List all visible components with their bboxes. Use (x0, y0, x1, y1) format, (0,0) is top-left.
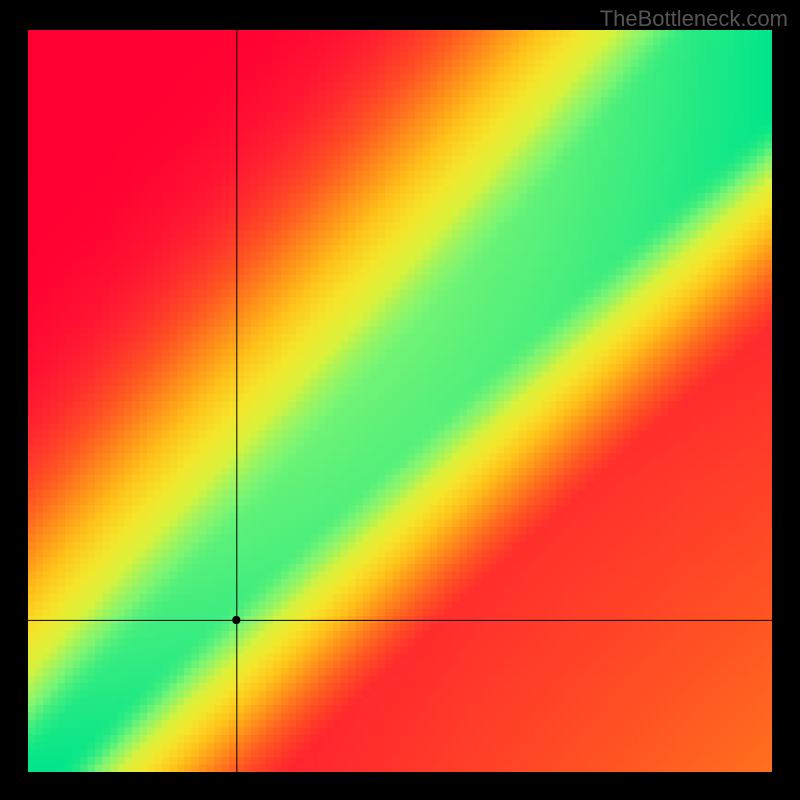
chart-container: TheBottleneck.com (0, 0, 800, 800)
watermark-text: TheBottleneck.com (600, 6, 788, 32)
heatmap-plot (28, 30, 772, 772)
crosshair-overlay (28, 30, 772, 772)
